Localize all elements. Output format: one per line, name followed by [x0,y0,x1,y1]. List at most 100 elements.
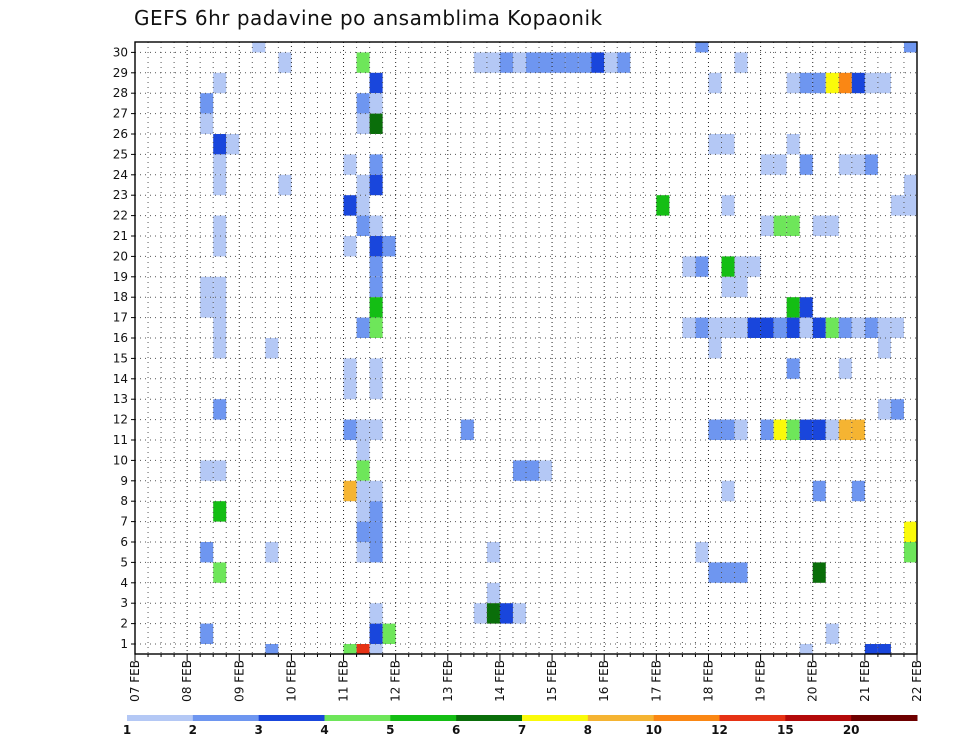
heatmap-cell [851,419,865,440]
heatmap-cell [369,378,383,400]
colorbar-swatch [785,715,852,721]
heatmap-cell [213,460,227,481]
heatmap-cell [512,460,526,481]
heatmap-cell [213,338,227,359]
heatmap-cell [369,256,383,277]
heatmap-cell [539,460,553,481]
heatmap-cell [343,419,357,440]
x-tick-label: 21 FEB [858,660,872,702]
x-tick-label: 18 FEB [701,660,715,702]
heatmap-cell [799,644,813,654]
heatmap-cell [721,562,735,583]
y-tick-label: 14 [113,372,128,386]
heatmap-cell [877,399,891,420]
y-tick-label: 28 [113,86,128,100]
heatmap-cell [343,154,357,175]
heatmap-cell [382,623,396,644]
heatmap-cell [799,419,813,440]
heatmap-cell [356,460,370,481]
colorbar-tick-label: 6 [452,723,460,737]
heatmap-cell [343,236,357,257]
heatmap-cell [356,480,370,502]
heatmap-cell [460,419,474,440]
heatmap-cell [369,501,383,522]
colorbar-tick-label: 8 [584,723,592,737]
heatmap-cell [708,338,722,359]
y-tick-label: 26 [113,127,128,141]
heatmap-cell [721,134,735,155]
colorbar-swatch [192,715,260,721]
heatmap-cell [734,276,748,298]
heatmap-cell [812,215,826,236]
heatmap-cell [851,317,865,338]
colorbar-tick-label: 10 [645,723,662,737]
colorbar-tick-label: 1 [123,723,131,737]
heatmap-cell [369,521,383,542]
heatmap-cell [721,256,735,277]
colorbar-swatch [522,715,589,721]
x-tick-label: 14 FEB [493,660,507,702]
heatmap-cell [695,256,709,277]
heatmap-cell [356,644,370,654]
y-tick-label: 8 [120,494,128,508]
heatmap-cell [877,644,891,654]
heatmap-cell [486,52,500,73]
heatmap-cell [552,52,566,73]
heatmap-cell [213,154,227,175]
heatmap-cell [617,52,631,73]
heatmap-cell [200,297,214,318]
y-tick-label: 20 [113,249,128,263]
x-tick-label: 10 FEB [284,660,298,702]
heatmap-cell [213,399,227,420]
heatmap-cell [825,623,839,644]
heatmap-cell [356,174,370,196]
heatmap-cell [473,52,487,73]
heatmap-cell [369,215,383,236]
heatmap-cell [838,72,852,94]
heatmap-cell [864,154,878,175]
heatmap-cell [213,174,227,196]
heatmap-cell [473,603,487,624]
colorbar-tick-label: 20 [843,723,860,737]
heatmap-cell [812,562,826,583]
heatmap-cell [877,72,891,94]
heatmap-cell [200,623,214,644]
heatmap-cell [838,317,852,338]
heatmap-cell [708,317,722,338]
x-tick-label: 20 FEB [806,660,820,702]
heatmap-cell [278,174,292,196]
heatmap-cell [499,603,513,624]
heatmap-cell [356,521,370,542]
x-tick-label: 17 FEB [649,660,663,702]
heatmap-cell [812,72,826,94]
colorbar-swatch [456,715,523,721]
heatmap-cell [786,317,800,338]
heatmap-cell [760,215,774,236]
heatmap-cell [486,582,500,604]
heatmap-cell [838,154,852,175]
y-tick-label: 29 [113,66,128,80]
heatmap-cell [356,501,370,522]
heatmap-cell [213,562,227,583]
heatmap-cell [369,236,383,257]
heatmap-cell [734,256,748,277]
heatmap-cell [825,317,839,338]
heatmap-cell [356,317,370,338]
heatmap-cell [200,276,214,298]
colorbar-swatch [390,715,457,721]
heatmap-cell [734,419,748,440]
heatmap-cell [890,317,904,338]
heatmap-cell [851,480,865,502]
heatmap-cell [799,72,813,94]
heatmap-cell [708,134,722,155]
heatmap-cell [838,419,852,440]
x-axis: 07 FEB 08 FEB 09 FEB 10 FEB 11 FEB 12 FEB 13 F… [128,654,924,702]
heatmap-cell [369,358,383,379]
heatmap-cell [369,93,383,114]
heatmap-cell [200,542,214,563]
heatmap-cell [356,195,370,216]
heatmap-cell [356,93,370,114]
heatmap-cell [213,501,227,522]
heatmap-cell [760,419,774,440]
colorbar-tick-label: 5 [386,723,394,737]
